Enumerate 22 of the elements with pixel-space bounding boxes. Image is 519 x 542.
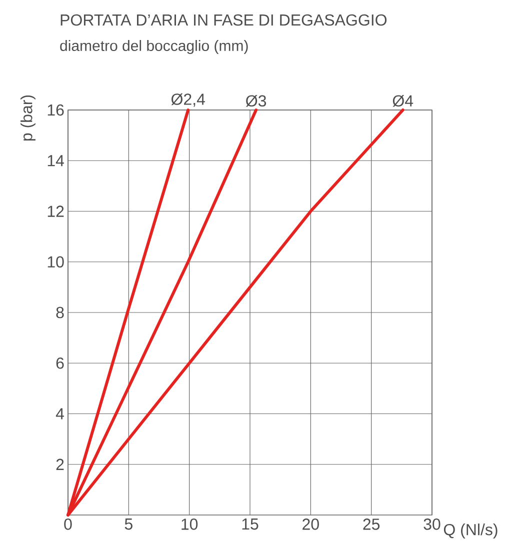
y-tick-label: 2 [56, 458, 64, 470]
x-tick-label: 20 [302, 518, 319, 530]
x-tick-label: 15 [242, 518, 258, 530]
y-tick-label: 12 [48, 206, 64, 217]
y-tick-label: 14 [48, 155, 64, 166]
series-label: Ø2,4 [171, 93, 205, 107]
y-tick-label: 4 [56, 408, 64, 420]
y-tick-label: 8 [56, 306, 64, 318]
x-tick-label: 25 [363, 518, 380, 530]
x-tick-label: 0 [64, 518, 72, 530]
x-tick-label: 5 [124, 518, 132, 530]
x-tick-label: 30 [424, 518, 440, 530]
y-tick-label: 10 [48, 256, 64, 268]
chart-title: PORTATA D’ARIA IN FASE DI DEGASAGGIO [60, 14, 387, 26]
y-axis-title: p (bar) [20, 95, 36, 141]
chart-subtitle: diametro del boccaglio (mm) [60, 40, 248, 54]
series-label: Ø3 [246, 94, 266, 107]
x-axis-title: Q (Nl/s) [444, 524, 498, 538]
y-tick-label: 16 [48, 104, 64, 116]
x-tick-label: 10 [182, 518, 198, 530]
y-tick-label: 6 [56, 357, 64, 369]
series-label: Ø4 [392, 94, 414, 107]
